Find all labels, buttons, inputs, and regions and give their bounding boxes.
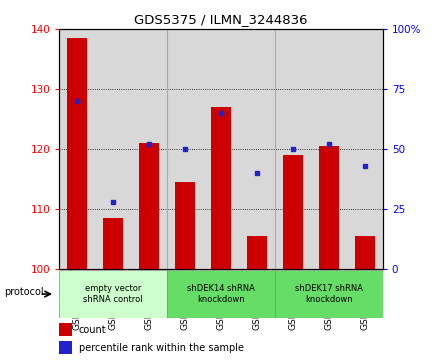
Bar <box>67 38 87 269</box>
Title: GDS5375 / ILMN_3244836: GDS5375 / ILMN_3244836 <box>134 13 308 26</box>
Bar <box>103 218 123 269</box>
Bar <box>167 270 275 318</box>
Bar <box>139 143 159 269</box>
Bar <box>203 29 239 269</box>
Bar <box>59 29 95 269</box>
Bar <box>95 29 131 269</box>
Bar <box>319 146 339 269</box>
Bar <box>275 270 383 318</box>
Text: protocol: protocol <box>4 287 44 297</box>
Bar <box>275 29 311 269</box>
Text: shDEK17 shRNA
knockdown: shDEK17 shRNA knockdown <box>295 284 363 304</box>
Bar <box>355 236 375 269</box>
Text: count: count <box>79 325 106 335</box>
Bar <box>283 155 303 269</box>
Bar <box>311 29 347 269</box>
Bar <box>59 341 72 354</box>
Bar <box>167 29 203 269</box>
Bar <box>175 182 195 269</box>
Text: percentile rank within the sample: percentile rank within the sample <box>79 343 244 353</box>
Bar <box>347 29 383 269</box>
Bar <box>59 323 72 336</box>
Bar <box>247 236 267 269</box>
Bar <box>239 29 275 269</box>
Text: shDEK14 shRNA
knockdown: shDEK14 shRNA knockdown <box>187 284 255 304</box>
Bar <box>59 270 167 318</box>
Text: empty vector
shRNA control: empty vector shRNA control <box>84 284 143 304</box>
Bar <box>131 29 167 269</box>
Bar <box>211 107 231 269</box>
